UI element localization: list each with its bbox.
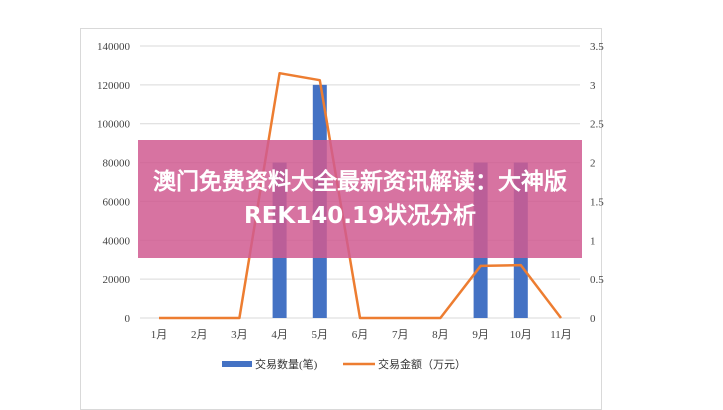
y-right-tick-label: 2 [590, 158, 596, 170]
y-right-tick-label: 3.5 [590, 41, 604, 53]
y-right-tick-label: 1 [590, 235, 596, 247]
y-left-tick-label: 120000 [97, 80, 131, 92]
x-tick-label: 6月 [352, 329, 369, 341]
legend-label-line: 交易金额（万元） [378, 357, 466, 371]
x-tick-label: 1月 [151, 329, 168, 341]
x-tick-label: 3月 [231, 329, 248, 341]
x-tick-label: 8月 [432, 329, 449, 341]
y-left-tick-label: 80000 [103, 158, 131, 170]
y-left-tick-label: 60000 [103, 196, 131, 208]
x-tick-label: 7月 [392, 329, 409, 341]
y-right-tick-label: 1.5 [590, 196, 604, 208]
x-tick-label: 11月 [550, 329, 572, 341]
banner-text: 澳门免费资料大全最新资讯解读：大神版REK140.19状况分析 [145, 165, 575, 233]
y-left-tick-label: 100000 [97, 119, 131, 131]
title-banner: 澳门免费资料大全最新资讯解读：大神版REK140.19状况分析 [138, 140, 582, 258]
y-right-tick-label: 3 [590, 80, 596, 92]
x-tick-label: 4月 [271, 329, 288, 341]
x-tick-label: 5月 [312, 329, 329, 341]
x-tick-label: 9月 [472, 329, 489, 341]
legend-label-bar: 交易数量(笔) [255, 357, 318, 371]
y-right-tick-label: 0 [590, 313, 596, 325]
y-left-tick-label: 140000 [97, 41, 131, 53]
y-left-tick-label: 40000 [103, 235, 131, 247]
y-right-tick-label: 2.5 [590, 119, 604, 131]
y-right-tick-label: 0.5 [590, 274, 604, 286]
x-tick-label: 10月 [510, 329, 532, 341]
y-left-tick-label: 0 [125, 313, 131, 325]
x-tick-label: 2月 [191, 329, 208, 341]
y-left-tick-label: 20000 [103, 274, 131, 286]
legend-swatch-bar [222, 361, 252, 367]
